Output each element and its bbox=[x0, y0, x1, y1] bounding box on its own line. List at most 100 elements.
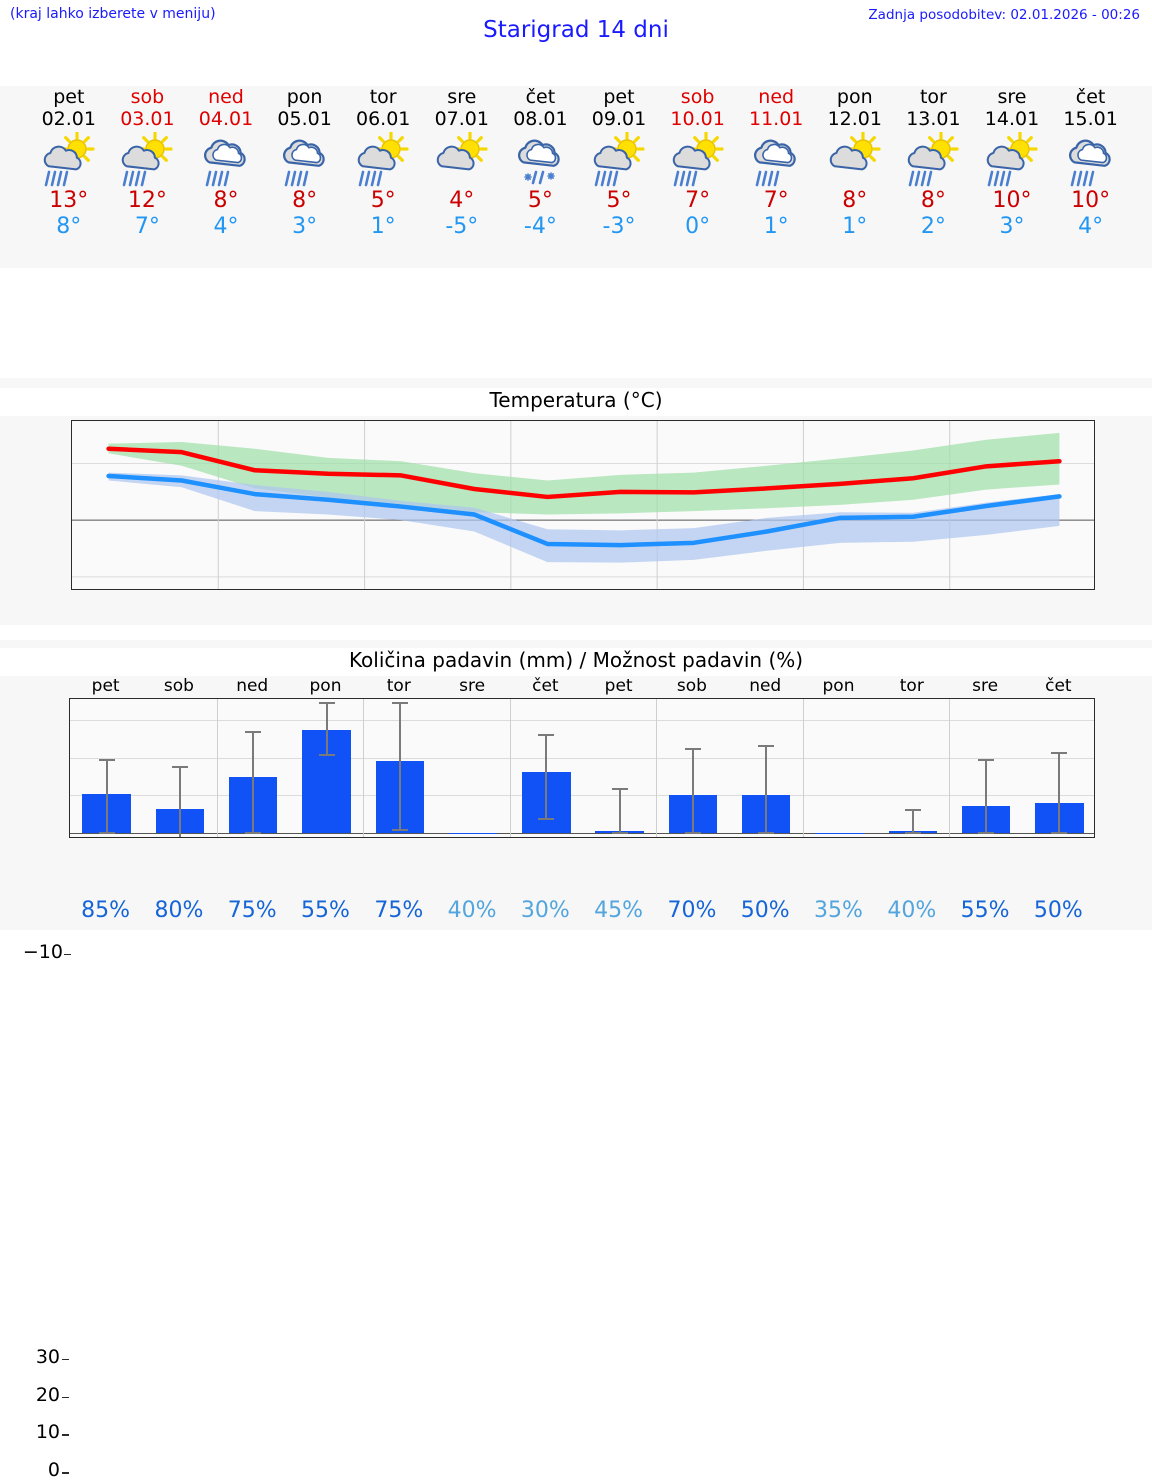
day-date: 07.01 bbox=[434, 108, 489, 130]
day-min-temp: 1° bbox=[370, 214, 396, 239]
precipitation-bar[interactable] bbox=[815, 832, 864, 835]
forecast-day-column[interactable]: sre 14.01 10° 3° bbox=[973, 86, 1052, 240]
precipitation-day-label: sre bbox=[972, 676, 999, 696]
forecast-day-column[interactable]: sre 07.01 4° -5° bbox=[423, 86, 502, 240]
day-name: ned bbox=[758, 86, 795, 108]
day-max-temp: 7° bbox=[763, 188, 789, 213]
precipitation-gridline-v bbox=[363, 699, 365, 837]
precipitation-error-cap-upper bbox=[171, 766, 188, 769]
day-min-temp: -4° bbox=[523, 214, 557, 239]
precipitation-day-label: sre bbox=[459, 676, 486, 696]
day-min-temp: 1° bbox=[842, 214, 868, 239]
precipitation-day-label: pon bbox=[822, 676, 855, 696]
day-max-temp: 7° bbox=[685, 188, 711, 213]
precipitation-error-bar bbox=[765, 746, 768, 834]
day-min-temp: 4° bbox=[1078, 214, 1104, 239]
forecast-day-column[interactable]: sob 10.01 7° 0° bbox=[658, 86, 737, 240]
day-max-temp: 10° bbox=[1071, 188, 1111, 213]
forecast-day-column[interactable]: čet 08.01 5° -4° bbox=[501, 86, 580, 240]
temperature-chart: Temperatura (°C) 100−10 © vreme.us & vre… bbox=[0, 378, 1152, 963]
precipitation-gridline bbox=[70, 795, 1094, 797]
forecast-day-column[interactable]: pon 12.01 8° 1° bbox=[816, 86, 895, 240]
precipitation-chart: Količina padavin (mm) / Možnost padavin … bbox=[0, 640, 1152, 1481]
precipitation-probability: 85% bbox=[81, 898, 131, 923]
day-date: 15.01 bbox=[1063, 108, 1118, 130]
precipitation-error-cap-lower bbox=[758, 832, 775, 835]
forecast-day-column[interactable]: ned 11.01 7° 1° bbox=[737, 86, 816, 240]
day-date: 08.01 bbox=[513, 108, 568, 130]
day-max-temp: 10° bbox=[992, 188, 1032, 213]
weather-icon-sun-cloud bbox=[436, 132, 488, 171]
day-min-temp: 1° bbox=[763, 214, 789, 239]
day-name: sob bbox=[680, 86, 715, 108]
weather-icon-sun-cloud-rain bbox=[672, 132, 724, 187]
precipitation-day-label: tor bbox=[899, 676, 924, 696]
temperature-plot-area bbox=[71, 420, 1095, 590]
day-min-temp: 3° bbox=[999, 214, 1025, 239]
precipitation-day-label: čet bbox=[1045, 676, 1072, 696]
precipitation-y-tick-mark bbox=[62, 1434, 69, 1436]
precipitation-y-tick-label: 30 bbox=[35, 1345, 60, 1368]
forecast-day-column[interactable]: sob 03.01 12° 7° bbox=[108, 86, 187, 240]
day-name: tor bbox=[369, 86, 397, 108]
menu-hint: (kraj lahko izberete v meniju) bbox=[10, 6, 216, 22]
precipitation-error-cap-lower bbox=[245, 831, 262, 834]
forecast-day-column[interactable]: tor 13.01 8° 2° bbox=[894, 86, 973, 240]
precipitation-bar[interactable] bbox=[448, 832, 498, 835]
precipitation-gridline bbox=[70, 833, 1094, 835]
weather-icon-sun-cloud-rain bbox=[986, 132, 1038, 187]
day-name: pon bbox=[836, 86, 873, 108]
precipitation-error-bar bbox=[105, 760, 108, 833]
day-max-temp: 5° bbox=[606, 188, 632, 213]
day-max-temp: 4° bbox=[449, 188, 475, 213]
day-icon-wrapper bbox=[30, 132, 109, 188]
weather-icon-cloud-rain bbox=[203, 139, 246, 187]
weather-icon-cloud-rain bbox=[282, 139, 325, 187]
day-date: 05.01 bbox=[277, 108, 332, 130]
precipitation-y-tick-mark bbox=[62, 1358, 69, 1361]
forecast-day-column[interactable]: tor 06.01 5° 1° bbox=[344, 86, 423, 240]
precipitation-gridline-v bbox=[656, 699, 658, 837]
precipitation-probability: 50% bbox=[740, 898, 790, 923]
precipitation-error-bar bbox=[545, 734, 548, 819]
forecast-day-column[interactable]: pet 02.01 13° 8° bbox=[30, 86, 109, 240]
day-max-temp: 5° bbox=[527, 188, 553, 213]
day-min-temp: 8° bbox=[56, 214, 82, 239]
day-date: 14.01 bbox=[984, 108, 1040, 130]
day-min-temp: 0° bbox=[685, 214, 711, 239]
precipitation-day-label: tor bbox=[386, 676, 411, 696]
forecast-day-column[interactable]: pon 05.01 8° 3° bbox=[265, 86, 344, 240]
precipitation-y-tick-mark bbox=[62, 1396, 69, 1399]
day-max-temp: 8° bbox=[292, 188, 318, 213]
day-date: 13.01 bbox=[906, 108, 961, 130]
precipitation-error-bar bbox=[691, 748, 694, 834]
precipitation-error-bar bbox=[911, 809, 914, 834]
precipitation-probability: 75% bbox=[374, 898, 424, 923]
precipitation-y-tick-label: 10 bbox=[35, 1421, 60, 1444]
forecast-day-column[interactable]: pet 09.01 5° -3° bbox=[580, 86, 659, 240]
day-icon-wrapper bbox=[973, 132, 1052, 188]
precipitation-probability: 35% bbox=[814, 898, 863, 923]
precipitation-error-bar bbox=[178, 767, 181, 837]
day-max-temp: 5° bbox=[370, 188, 396, 213]
precipitation-gridline-v bbox=[509, 699, 511, 837]
weather-icon-sun-cloud-rain bbox=[122, 132, 173, 187]
day-name: čet bbox=[1075, 86, 1106, 108]
precipitation-error-cap-lower bbox=[1051, 832, 1068, 835]
precipitation-day-label: pon bbox=[309, 676, 342, 696]
precipitation-gridline bbox=[70, 757, 1094, 759]
precipitation-error-cap-lower bbox=[904, 832, 921, 835]
precipitation-error-cap-lower bbox=[391, 828, 408, 831]
weather-icon-sun-cloud-rain bbox=[908, 132, 959, 187]
day-icon-wrapper bbox=[108, 132, 187, 188]
precipitation-probability: 45% bbox=[594, 898, 644, 923]
precipitation-day-label: čet bbox=[532, 676, 559, 696]
precipitation-y-tick-label: 0 bbox=[47, 1459, 60, 1481]
day-icon-wrapper bbox=[187, 132, 266, 188]
precipitation-error-cap-upper bbox=[98, 759, 115, 762]
forecast-day-column[interactable]: čet 15.01 10° 4° bbox=[1051, 86, 1130, 240]
precipitation-probability: 55% bbox=[301, 898, 350, 923]
forecast-day-column[interactable]: ned 04.01 8° 4° bbox=[187, 86, 266, 240]
precipitation-error-cap-upper bbox=[538, 733, 555, 736]
precipitation-error-cap-lower bbox=[98, 831, 115, 834]
